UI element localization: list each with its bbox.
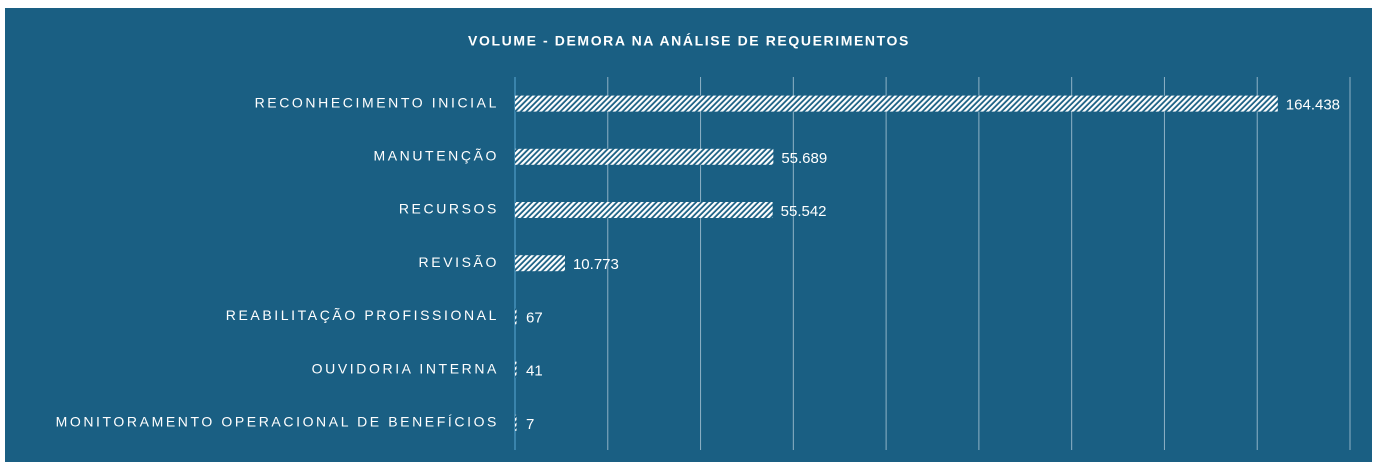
data-label: 55.689 [781, 150, 827, 167]
bar [515, 255, 565, 272]
data-label: 7 [526, 416, 534, 433]
y-tick-label: MANUTENÇÃO [373, 148, 499, 164]
y-tick-label: REVISÃO [419, 254, 499, 270]
data-label: 164.438 [1286, 97, 1340, 114]
bar [515, 148, 774, 165]
y-tick-label: OUVIDORIA INTERNA [312, 360, 499, 376]
data-label: 41 [526, 363, 543, 380]
bar [515, 361, 517, 378]
bar [515, 95, 1278, 112]
y-tick-label: MONITORAMENTO OPERACIONAL DE BENEFÍCIOS [56, 414, 499, 430]
data-label: 10.773 [573, 256, 619, 273]
y-tick-label: RECURSOS [399, 201, 499, 217]
y-tick-label: RECONHECIMENTO INICIAL [255, 94, 499, 110]
bar [515, 308, 517, 325]
bar [515, 414, 517, 431]
chart-background [5, 8, 1372, 462]
data-label: 67 [526, 309, 543, 326]
chart-title: VOLUME - DEMORA NA ANÁLISE DE REQUERIMEN… [468, 33, 910, 49]
data-label: 55.542 [781, 203, 827, 220]
y-tick-label: REABILITAÇÃO PROFISSIONAL [226, 307, 499, 323]
bar [515, 202, 773, 218]
